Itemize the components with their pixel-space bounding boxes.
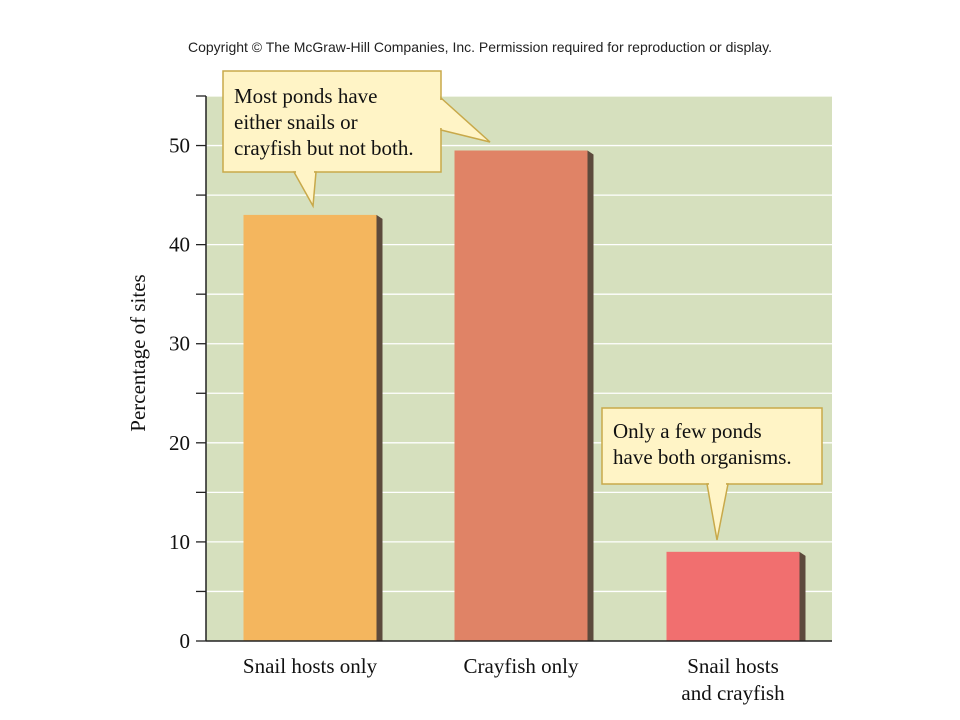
bar-shadow: [799, 551, 806, 641]
bar-shadow: [376, 214, 383, 641]
y-tick-label: 20: [169, 431, 190, 455]
x-tick-label: Snail hosts only: [243, 654, 378, 678]
copyright-notice: Copyright © The McGraw-Hill Companies, I…: [187, 39, 773, 55]
y-tick-label: 0: [180, 629, 191, 653]
y-tick-label: 50: [169, 134, 190, 158]
callout-box: [601, 407, 823, 485]
y-tick-label: 40: [169, 233, 190, 257]
bar: [243, 214, 377, 641]
x-tick-label: and crayfish: [681, 681, 785, 705]
callout-text: crayfish but not both.: [234, 136, 414, 160]
bars: [243, 150, 806, 641]
bar: [666, 551, 800, 641]
callout-text: Most ponds have: [234, 84, 378, 108]
x-tick-label: Snail hosts: [687, 654, 779, 678]
x-tick-label: Crayfish only: [464, 654, 579, 678]
callout-box: [222, 70, 442, 173]
y-axis-label: Percentage of sites: [126, 274, 150, 431]
callout-text: Only a few ponds: [613, 419, 762, 443]
y-ticks: 0 10 20 30 40 50: [169, 95, 206, 653]
x-tick-labels: Snail hosts only Crayfish only Snail hosts…: [243, 654, 785, 705]
bar-shadow: [587, 150, 594, 641]
bar: [454, 150, 588, 641]
axes: [205, 96, 832, 642]
callout-text: have both organisms.: [613, 445, 792, 469]
callout-text: either snails or: [234, 110, 358, 134]
y-tick-label: 10: [169, 530, 190, 554]
y-tick-label: 30: [169, 332, 190, 356]
